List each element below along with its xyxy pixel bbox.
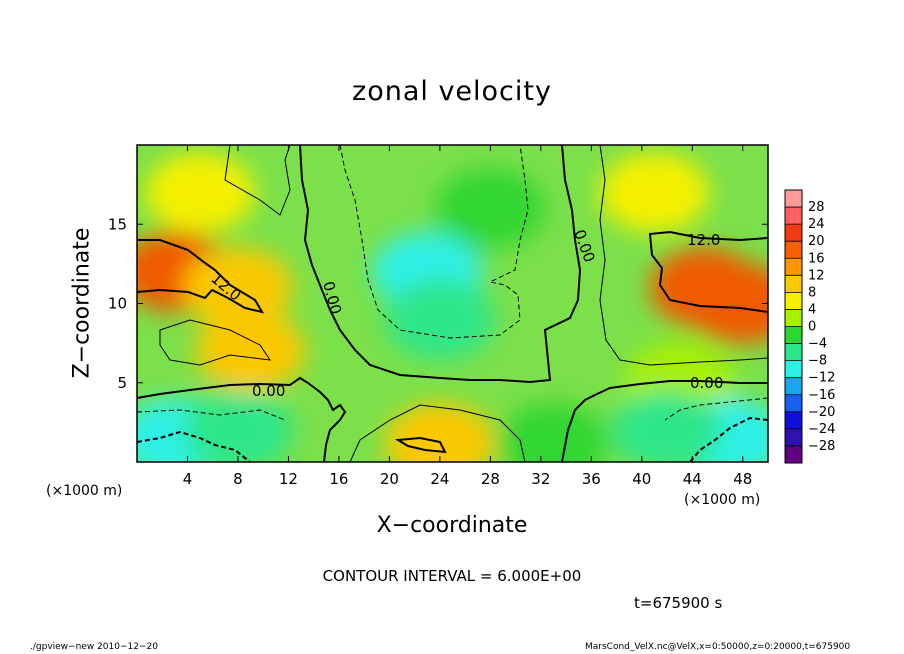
colorbar-label: −20 <box>808 405 835 420</box>
x-tick-label: 8 <box>233 470 243 488</box>
time-stamp: t=675900 s <box>634 594 723 612</box>
x-tick-label: 20 <box>380 470 399 488</box>
contour-label: 12.0 <box>687 231 720 249</box>
x-axis-label: X−coordinate <box>376 513 528 538</box>
footer-data-source: MarsCond_VelX.nc@VelX,x=0:50000,z=0:2000… <box>585 642 851 652</box>
colorbar-swatch <box>785 411 802 430</box>
chart-title: zonal velocity <box>352 76 552 107</box>
colorbar-swatch <box>785 343 802 362</box>
x-unit-label-left: (×1000 m) <box>46 483 123 499</box>
contour-zero-center <box>299 145 582 384</box>
x-tick-label: 40 <box>632 470 651 488</box>
contour-6-thin-upper <box>224 145 291 216</box>
x-tick-label: 4 <box>183 470 193 488</box>
contour-lines <box>137 145 768 462</box>
plot-area: 12.0 12.0 0.00 0.00 0.00 0.00 <box>137 145 768 462</box>
colorbar-label: 0 <box>808 320 816 335</box>
x-axis: 4 8 12 16 20 24 28 32 36 40 44 48 <box>183 145 752 488</box>
x-tick-label: 28 <box>481 470 500 488</box>
x-tick-label: 36 <box>582 470 601 488</box>
colorbar-swatch <box>785 394 802 413</box>
contour-neg-dashed-lower <box>137 409 286 421</box>
contour-6-thin-right <box>599 145 768 366</box>
field-blob <box>435 168 546 249</box>
contour-label: 0.00 <box>690 374 723 392</box>
colorbar-label: 8 <box>808 285 816 300</box>
colorbar: 28 24 20 16 12 8 4 0 −4 −8 −12 −16 −20 −24 −28 <box>784 189 835 464</box>
field-blob <box>612 390 723 462</box>
colorbar-swatch <box>785 326 802 345</box>
colorbar-label: −24 <box>808 422 835 437</box>
field-blob <box>384 279 495 360</box>
colorbar-label: −8 <box>808 354 827 369</box>
contour-label: 0.00 <box>252 382 285 400</box>
colorbar-swatch <box>785 224 802 242</box>
colorbar-swatch <box>785 258 802 276</box>
colorbar-label: 20 <box>808 234 825 249</box>
contour-12-right <box>648 230 768 313</box>
colorbar-label: −16 <box>808 388 835 403</box>
colorbar-label: −28 <box>808 439 835 454</box>
field-blob <box>687 263 768 344</box>
field-blob <box>145 152 256 233</box>
colorbar-swatch <box>785 377 802 396</box>
colorbar-swatch <box>785 309 802 327</box>
colorbar-label: −12 <box>808 371 835 386</box>
colorbar-label: 24 <box>808 217 825 232</box>
contour-6-thin-left <box>159 319 272 366</box>
colorbar-label: 4 <box>808 302 816 317</box>
colorbar-label: 16 <box>808 251 825 266</box>
x-tick-label: 12 <box>279 470 298 488</box>
colorbar-swatch <box>785 445 802 464</box>
x-tick-label: 16 <box>329 470 348 488</box>
contour-neg-dashed-bottom-right <box>689 416 768 462</box>
colorbar-swatch <box>785 207 802 225</box>
colorbar-swatch <box>785 292 802 310</box>
y-tick-label: 5 <box>117 374 127 392</box>
x-tick-label: 48 <box>733 470 752 488</box>
field-blob <box>498 402 609 462</box>
colorbar-label: 12 <box>808 268 825 283</box>
x-tick-label: 44 <box>683 470 702 488</box>
contour-zero-small <box>394 436 447 454</box>
contour-neg-dashed-bottom-left <box>137 430 251 462</box>
contour-interval-text: CONTOUR INTERVAL = 6.000E+00 <box>322 567 582 585</box>
contour-zero-right <box>561 380 768 462</box>
contour-zero-left <box>137 376 347 462</box>
y-tick-label: 10 <box>108 295 127 313</box>
x-tick-label: 32 <box>531 470 550 488</box>
field-blob <box>599 152 710 233</box>
field-blob <box>182 390 293 462</box>
field-blob <box>195 311 306 392</box>
y-axis: 5 10 15 <box>108 215 768 392</box>
x-unit-label-right: (×1000 m) <box>684 492 761 508</box>
colorbar-label: −4 <box>808 337 827 352</box>
contour-6-thin-bottom <box>349 404 526 462</box>
colorbar-swatch <box>785 428 802 447</box>
velocity-field <box>137 152 768 462</box>
colorbar-swatch <box>785 275 802 293</box>
y-tick-label: 15 <box>108 215 127 233</box>
colorbar-swatch <box>785 360 802 379</box>
x-tick-label: 24 <box>430 470 449 488</box>
colorbar-swatch <box>785 190 802 208</box>
contour-neg-dashed-center <box>339 145 529 339</box>
colorbar-label: 28 <box>808 200 825 215</box>
contour-neg-dashed-lower-right <box>664 397 768 421</box>
contour-12-left <box>137 239 265 314</box>
footer-program-info: ./gpview−new 2010−12−20 <box>30 642 158 652</box>
colorbar-swatch <box>785 241 802 259</box>
